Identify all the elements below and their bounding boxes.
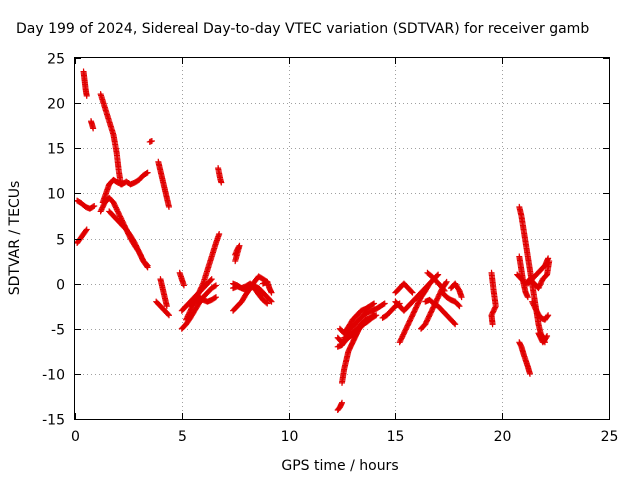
data-point xyxy=(381,300,388,307)
plot-frame xyxy=(74,57,610,420)
data-point xyxy=(83,92,90,99)
data-point xyxy=(452,321,459,328)
y-tick-label: 20 xyxy=(47,97,65,113)
data-point xyxy=(543,334,550,341)
data-point xyxy=(268,298,275,305)
data-point xyxy=(211,283,218,290)
data-point xyxy=(264,300,271,307)
y-tick-label: 15 xyxy=(47,142,65,158)
data-point xyxy=(545,255,552,262)
data-point xyxy=(148,138,155,145)
data-point xyxy=(369,312,376,319)
data-point xyxy=(212,282,219,289)
y-tick-label: -10 xyxy=(42,368,65,384)
data-point xyxy=(458,294,465,301)
data-point xyxy=(144,169,151,176)
x-axis-label: GPS time / hours xyxy=(281,458,398,474)
data-point xyxy=(443,278,450,285)
data-point xyxy=(180,282,187,289)
data-point xyxy=(526,370,533,377)
y-tick-label: 5 xyxy=(56,233,65,249)
data-point xyxy=(371,300,378,307)
x-tick-label: 15 xyxy=(387,429,405,445)
data-point xyxy=(442,279,449,286)
data-point xyxy=(267,297,274,304)
data-point xyxy=(435,271,442,278)
data-point xyxy=(268,289,275,296)
data-point xyxy=(212,294,219,301)
data-point xyxy=(544,332,551,339)
y-tick-label: -5 xyxy=(51,323,65,339)
data-point xyxy=(208,276,215,283)
data-point xyxy=(371,312,378,319)
x-tick-label: 20 xyxy=(494,429,512,445)
data-point xyxy=(199,281,206,288)
data-point xyxy=(408,288,415,295)
y-tick-label: 0 xyxy=(56,278,65,294)
y-tick-label: -15 xyxy=(42,413,65,429)
data-point xyxy=(163,303,170,310)
data-point xyxy=(263,299,270,306)
y-axis-label: SDTVAR / TECUs xyxy=(7,181,23,296)
data-point xyxy=(524,294,531,301)
y-tick-labels: -15 -10 -5 0 5 10 15 20 25 xyxy=(42,52,65,429)
data-point xyxy=(165,312,172,319)
data-point xyxy=(409,289,416,296)
data-points xyxy=(74,68,553,413)
x-tick-label: 5 xyxy=(178,429,187,445)
data-point xyxy=(455,302,462,309)
data-point xyxy=(90,203,97,210)
x-tick-labels: 0 5 10 15 20 25 xyxy=(71,429,618,445)
data-point xyxy=(211,294,218,301)
data-point xyxy=(369,301,376,308)
data-point xyxy=(143,170,150,177)
data-point xyxy=(144,262,151,269)
x-tick-label: 25 xyxy=(601,429,619,445)
data-point xyxy=(165,311,172,318)
data-point xyxy=(82,227,89,234)
data-point xyxy=(216,230,223,237)
x-tick-label: 0 xyxy=(71,429,80,445)
data-point xyxy=(83,226,90,233)
y-tick-label: 25 xyxy=(47,52,65,68)
data-point xyxy=(489,321,496,328)
axis-ticks xyxy=(75,58,610,420)
data-point xyxy=(232,258,239,265)
data-point xyxy=(451,320,458,327)
data-point xyxy=(207,277,214,284)
data-point xyxy=(143,261,150,268)
x-tick-label: 10 xyxy=(281,429,299,445)
chart-title: Day 199 of 2024, Sidereal Day-to-day VTE… xyxy=(16,21,589,37)
data-point xyxy=(90,125,97,132)
y-tick-label: 10 xyxy=(47,187,65,203)
data-point xyxy=(545,312,552,319)
data-point xyxy=(434,272,441,279)
data-point xyxy=(380,301,387,308)
data-point xyxy=(218,179,225,186)
data-point xyxy=(165,203,172,210)
data-point xyxy=(339,399,345,406)
data-point xyxy=(544,313,551,320)
data-point xyxy=(456,303,463,310)
data-point xyxy=(91,203,98,210)
